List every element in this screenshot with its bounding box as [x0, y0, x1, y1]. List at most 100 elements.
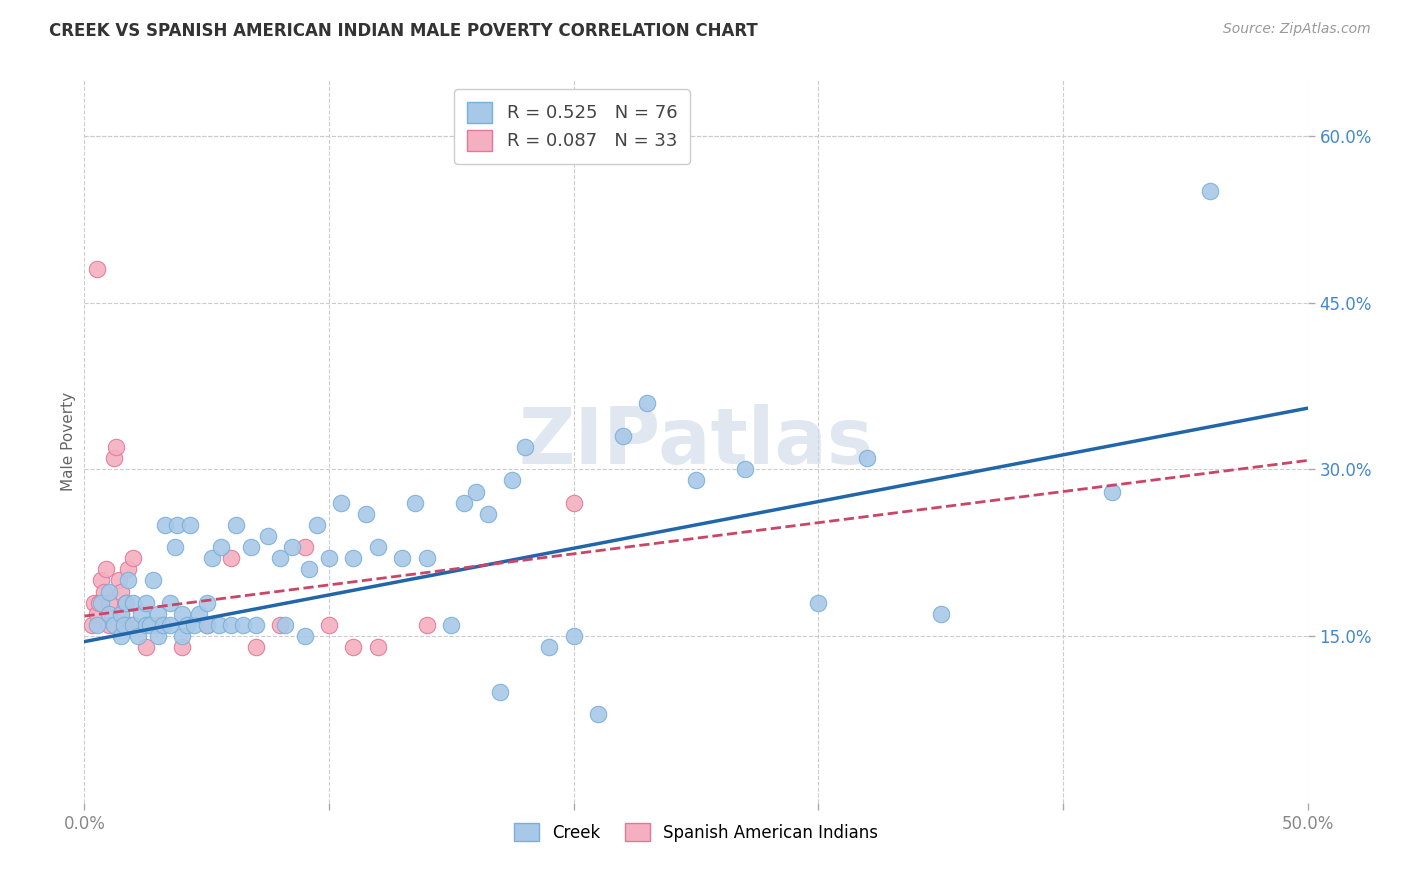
Point: [538, 640, 561, 655]
Point: [183, 618, 205, 632]
Point: [200, 551, 222, 566]
Point: [112, 618, 135, 632]
Point: [152, 618, 174, 632]
Point: [166, 517, 188, 532]
Point: [172, 607, 194, 621]
Point: [93, 584, 115, 599]
Point: [172, 640, 194, 655]
Point: [146, 618, 169, 632]
Point: [342, 640, 364, 655]
Point: [195, 618, 218, 632]
Point: [342, 551, 364, 566]
Point: [139, 618, 162, 632]
Point: [103, 618, 125, 632]
Point: [127, 629, 149, 643]
Point: [110, 607, 132, 621]
Point: [122, 596, 145, 610]
Point: [142, 574, 165, 588]
Point: [330, 496, 353, 510]
Point: [90, 574, 112, 588]
Point: [117, 562, 139, 576]
Point: [367, 540, 389, 554]
Point: [159, 596, 181, 610]
Point: [562, 629, 585, 643]
Point: [146, 629, 169, 643]
Point: [367, 640, 389, 655]
Point: [172, 629, 194, 643]
Point: [122, 551, 145, 566]
Point: [477, 507, 499, 521]
Point: [159, 618, 181, 632]
Point: [110, 607, 132, 621]
Text: ZIPatlas: ZIPatlas: [519, 403, 873, 480]
Point: [97, 596, 120, 610]
Point: [513, 440, 536, 454]
Point: [86, 262, 108, 277]
Point: [97, 607, 120, 621]
Point: [404, 496, 426, 510]
Text: Source: ZipAtlas.com: Source: ZipAtlas.com: [1223, 22, 1371, 37]
Point: [112, 618, 135, 632]
Point: [153, 517, 176, 532]
Point: [87, 596, 110, 610]
Point: [489, 684, 512, 698]
Point: [416, 618, 439, 632]
Point: [586, 706, 609, 721]
Point: [464, 484, 486, 499]
Point: [219, 618, 242, 632]
Point: [97, 584, 120, 599]
Text: CREEK VS SPANISH AMERICAN INDIAN MALE POVERTY CORRELATION CHART: CREEK VS SPANISH AMERICAN INDIAN MALE PO…: [49, 22, 758, 40]
Point: [856, 451, 879, 466]
Point: [146, 607, 169, 621]
Point: [96, 562, 118, 576]
Point: [219, 551, 242, 566]
Point: [135, 640, 157, 655]
Point: [929, 607, 952, 621]
Point: [86, 618, 108, 632]
Point: [734, 462, 756, 476]
Y-axis label: Male Poverty: Male Poverty: [60, 392, 76, 491]
Point: [179, 517, 201, 532]
Point: [281, 540, 304, 554]
Point: [110, 584, 132, 599]
Point: [208, 618, 231, 632]
Point: [163, 540, 186, 554]
Point: [245, 618, 267, 632]
Point: [294, 629, 316, 643]
Point: [115, 596, 138, 610]
Point: [305, 517, 328, 532]
Point: [80, 618, 103, 632]
Point: [502, 474, 524, 488]
Point: [245, 640, 267, 655]
Point: [122, 618, 145, 632]
Point: [354, 507, 377, 521]
Point: [298, 562, 321, 576]
Point: [416, 551, 439, 566]
Point: [195, 596, 218, 610]
Point: [120, 618, 142, 632]
Point: [232, 618, 254, 632]
Point: [103, 451, 125, 466]
Point: [135, 618, 157, 632]
Point: [225, 517, 247, 532]
Point: [176, 618, 198, 632]
Point: [685, 474, 707, 488]
Legend: Creek, Spanish American Indians: Creek, Spanish American Indians: [506, 817, 886, 848]
Point: [612, 429, 634, 443]
Point: [269, 618, 291, 632]
Point: [274, 618, 297, 632]
Point: [97, 618, 120, 632]
Point: [83, 596, 105, 610]
Point: [1101, 484, 1123, 499]
Point: [209, 540, 232, 554]
Point: [90, 596, 112, 610]
Point: [110, 629, 132, 643]
Point: [807, 596, 830, 610]
Point: [269, 551, 291, 566]
Point: [129, 607, 152, 621]
Point: [636, 395, 658, 409]
Point: [115, 596, 138, 610]
Point: [188, 607, 211, 621]
Point: [105, 440, 128, 454]
Point: [318, 551, 340, 566]
